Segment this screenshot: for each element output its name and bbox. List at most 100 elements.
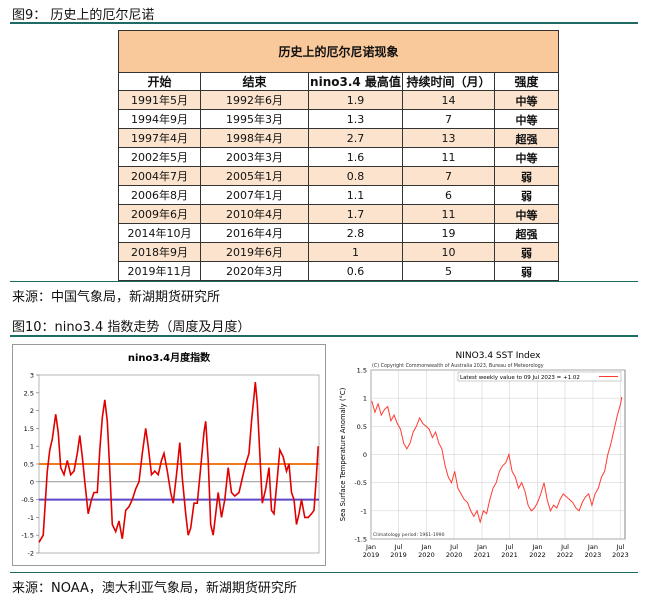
table-cell-end: 2016年4月 <box>200 223 309 243</box>
x-tick-year: 2021 <box>474 551 491 559</box>
y-tick-label: -0.5 <box>354 479 367 487</box>
table-cell-months: 11 <box>402 147 495 167</box>
legend-box <box>457 371 622 382</box>
table-header-cell: 强度 <box>494 72 559 91</box>
table-cell-strength: 中等 <box>494 147 559 167</box>
y-tick-label: 0 <box>30 478 34 486</box>
el-nino-history-table: 历史上的厄尔尼诺现象 开始 结束 nino3.4 最高值 持续时间（月） 强度 1991… <box>118 30 559 281</box>
x-tick-month: Jul <box>394 543 403 551</box>
y-tick-label: 0 <box>363 451 367 459</box>
table-cell-start: 2014年10月 <box>118 223 201 243</box>
table-row: 2006年8月 2007年1月 1.1 6 弱 <box>118 185 559 205</box>
table-cell-start: 2004年7月 <box>118 166 201 186</box>
table-cell-start: 1994年9月 <box>118 109 201 129</box>
table-cell-end: 1995年3月 <box>200 109 309 129</box>
table-cell-peak: 1 <box>308 242 403 262</box>
table-cell-peak: 1.6 <box>308 147 403 167</box>
table-row: 1994年9月 1995年3月 1.3 7 中等 <box>118 109 559 129</box>
x-tick-year: 2021 <box>501 551 518 559</box>
x-tick-month: Jul <box>560 543 569 551</box>
table-cell-strength: 弱 <box>494 242 559 262</box>
table-cell-strength: 中等 <box>494 109 559 129</box>
x-tick-year: 2020 <box>446 551 463 559</box>
table-cell-peak: 1.3 <box>308 109 403 129</box>
table-cell-end: 2003年3月 <box>200 147 309 167</box>
y-tick-label: 1 <box>363 395 367 403</box>
table-cell-strength: 超强 <box>494 128 559 148</box>
table-cell-start: 2019年11月 <box>118 261 201 281</box>
y-tick-label: -1 <box>361 507 367 515</box>
y-tick-label: -2 <box>28 550 34 558</box>
table-cell-months: 5 <box>402 261 495 281</box>
table-cell-months: 7 <box>402 109 495 129</box>
table-cell-start: 1991年5月 <box>118 90 201 110</box>
x-tick-year: 2020 <box>418 551 435 559</box>
x-tick-month: Jan <box>476 543 487 551</box>
x-tick-month: Jul <box>616 543 625 551</box>
nino34-monthly-chart: nino3.4月度指数 3 2.5 2 1.5 1 0.5 0 -0.5 -1 -1.5 -2 <box>12 344 326 566</box>
table-cell-peak: 0.8 <box>308 166 403 186</box>
y-tick-label: 3 <box>30 372 34 380</box>
table-cell-peak: 0.6 <box>308 261 403 281</box>
x-tick-year: 2023 <box>585 551 602 559</box>
y-tick-label: 2 <box>30 407 34 415</box>
fig10-bottom-rule <box>10 572 638 573</box>
table-row: 1991年5月 1992年6月 1.9 14 中等 <box>118 90 559 110</box>
y-tick-label: -1.5 <box>21 532 34 540</box>
fig9-caption-rule <box>10 22 638 24</box>
table-cell-end: 2019年6月 <box>200 242 309 262</box>
table-cell-start: 2009年6月 <box>118 204 201 224</box>
y-tick-label: -1.5 <box>354 536 367 544</box>
x-tick-month: Jul <box>449 543 458 551</box>
table-cell-peak: 2.8 <box>308 223 403 243</box>
y-tick-label: 0.5 <box>357 423 367 431</box>
table-title: 历史上的厄尔尼诺现象 <box>118 30 559 73</box>
table-cell-strength: 中等 <box>494 204 559 224</box>
table-row: 2014年10月 2016年4月 2.8 19 超强 <box>118 223 559 243</box>
y-tick-label: 2.5 <box>24 389 34 397</box>
chart-title: NINO3.4 SST Index <box>456 351 542 361</box>
x-tick-month: Jan <box>420 543 431 551</box>
nino34-weekly-chart: NINO3.4 SST Index (C) Copyright Commonwea… <box>333 346 640 566</box>
chart-title: nino3.4月度指数 <box>128 351 211 364</box>
table-cell-months: 6 <box>402 185 495 205</box>
y-tick-label: 1 <box>30 443 34 451</box>
table-cell-months: 11 <box>402 204 495 224</box>
table-row: 2004年7月 2005年1月 0.8 7 弱 <box>118 166 559 186</box>
x-tick-month: Jan <box>587 543 598 551</box>
table-header-cell: 开始 <box>118 72 201 91</box>
legend-label: Latest weekly value to 09 Jul 2023 = +1.… <box>460 375 580 381</box>
y-axis-label: Sea Surface Temperature Anomaly (°C) <box>339 387 347 521</box>
table-cell-end: 1992年6月 <box>200 90 309 110</box>
table-cell-end: 1998年4月 <box>200 128 309 148</box>
table-header-cell: 持续时间（月） <box>402 72 495 91</box>
nino34-weekly-series <box>371 396 623 524</box>
table-header-cell: 结束 <box>200 72 309 91</box>
table-cell-start: 2006年8月 <box>118 185 201 205</box>
x-tick-year: 2023 <box>612 551 629 559</box>
x-tick-month: Jan <box>531 543 542 551</box>
fig10-source: 来源：NOAA，澳大利亚气象局，新湖期货研究所 <box>12 581 297 596</box>
x-tick-month: Jan <box>365 543 376 551</box>
x-tick-year: 2019 <box>390 551 407 559</box>
table-cell-months: 14 <box>402 90 495 110</box>
nino34-monthly-svg: nino3.4月度指数 3 2.5 2 1.5 1 0.5 0 -0.5 -1 -1.5 -2 <box>21 351 320 558</box>
y-tick-label: -1 <box>28 514 34 522</box>
x-tick-year: 2019 <box>363 551 380 559</box>
table-cell-peak: 2.7 <box>308 128 403 148</box>
table-row: 2009年6月 2010年4月 1.7 11 中等 <box>118 204 559 224</box>
table-cell-strength: 弱 <box>494 261 559 281</box>
copyright-note: (C) Copyright Commonwealth of Australia … <box>372 363 544 369</box>
table-cell-strength: 弱 <box>494 185 559 205</box>
table-row: 2019年11月 2020年3月 0.6 5 弱 <box>118 261 559 281</box>
y-tick-label: 1.5 <box>24 425 34 433</box>
fig9-caption: 图9： 历史上的厄尔尼诺 <box>12 8 155 23</box>
table-cell-months: 10 <box>402 242 495 262</box>
table-cell-months: 19 <box>402 223 495 243</box>
fig10-caption-rule <box>10 335 638 337</box>
nino34-weekly-svg: NINO3.4 SST Index (C) Copyright Commonwea… <box>339 351 629 559</box>
table-row: 2002年5月 2003年3月 1.6 11 中等 <box>118 147 559 167</box>
table-cell-end: 2005年1月 <box>200 166 309 186</box>
x-tick-year: 2022 <box>557 551 574 559</box>
fig10-caption: 图10：nino3.4 指数走势（周度及月度） <box>12 320 251 335</box>
